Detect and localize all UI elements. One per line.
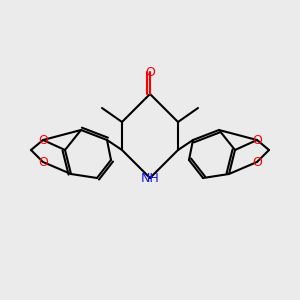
Text: O: O [38, 134, 48, 146]
Text: O: O [145, 65, 155, 79]
Text: O: O [252, 134, 262, 146]
Text: O: O [252, 155, 262, 169]
Text: NH: NH [141, 172, 159, 184]
Text: O: O [38, 155, 48, 169]
